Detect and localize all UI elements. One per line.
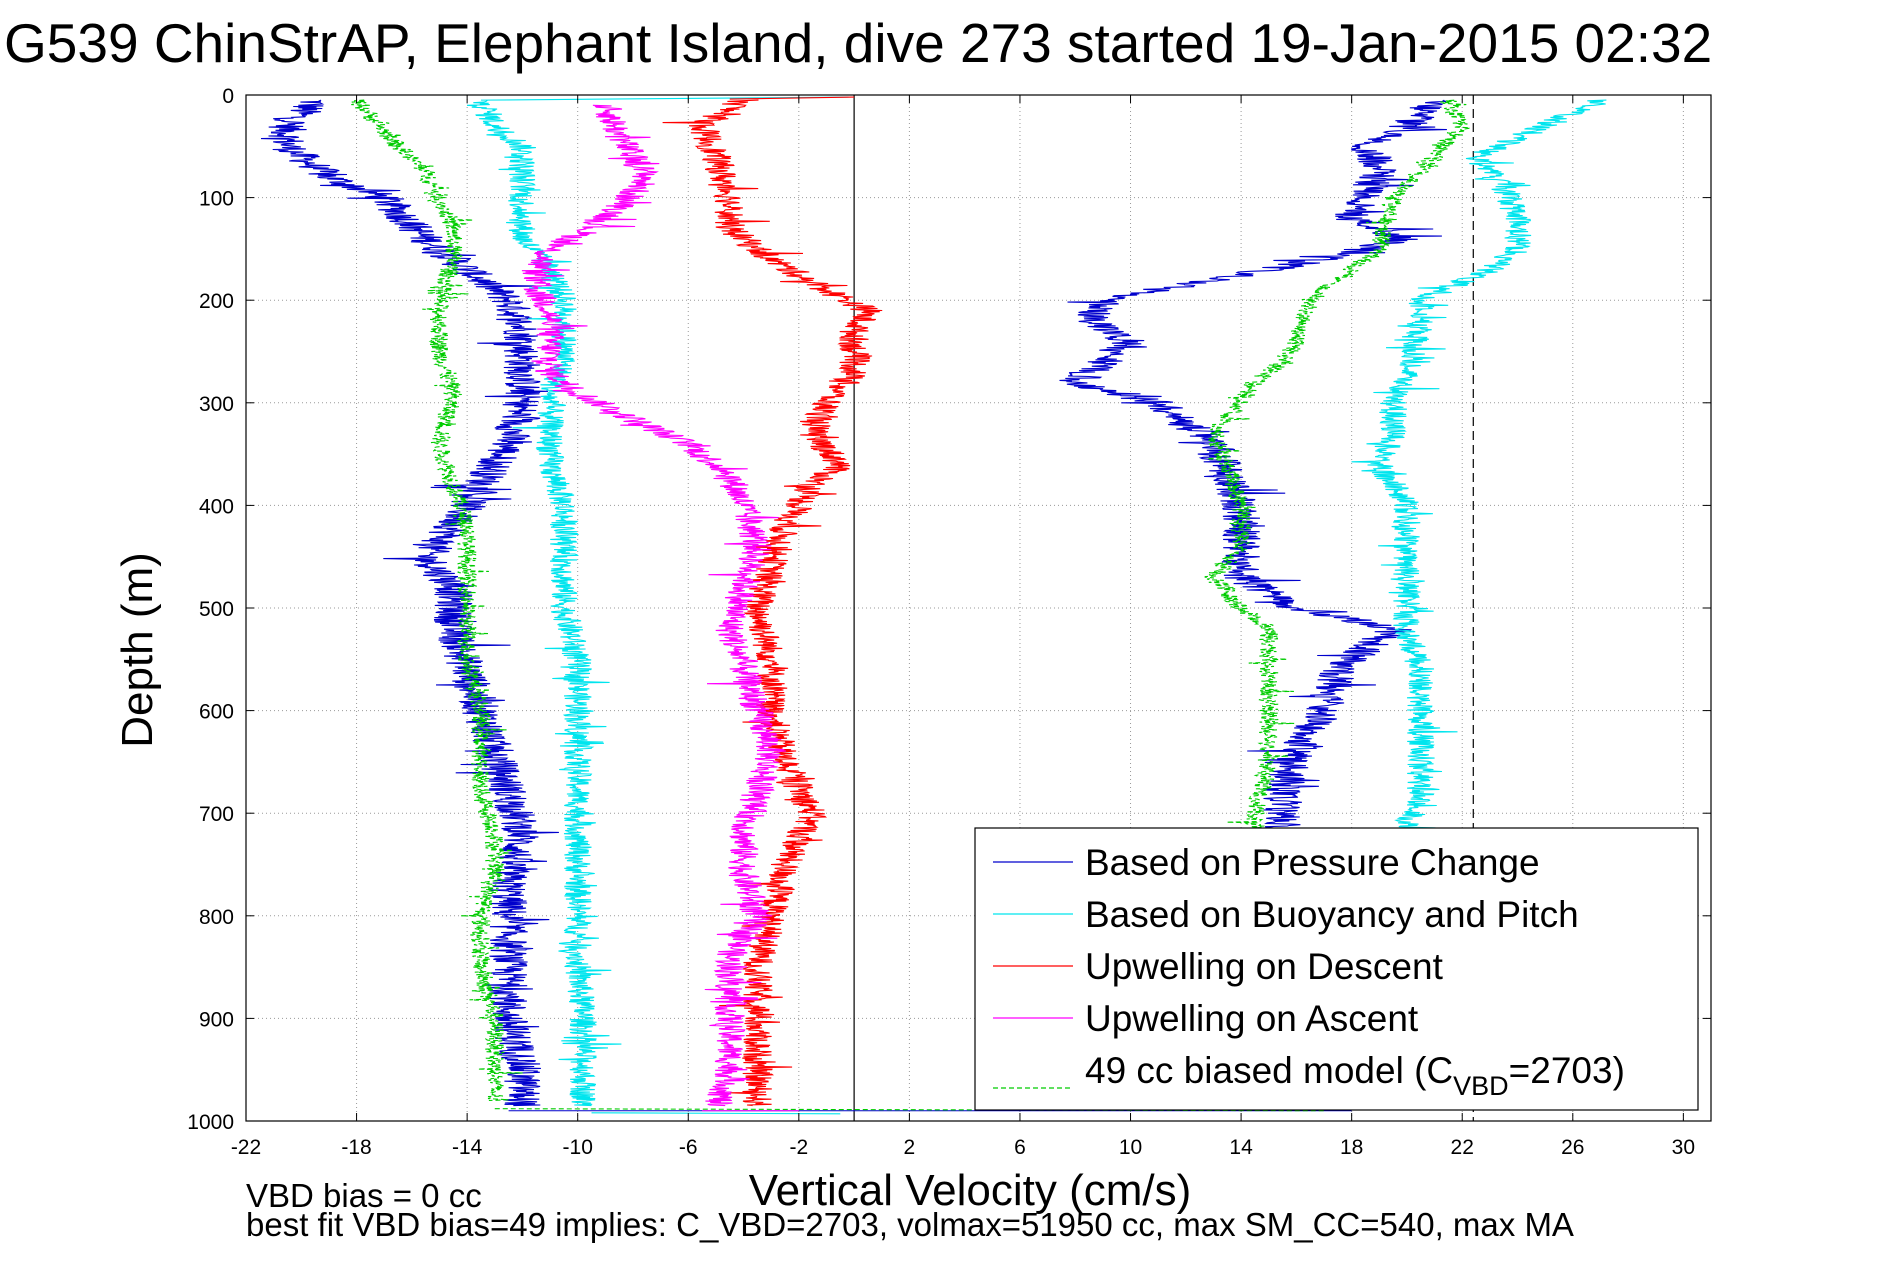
y-tick-label: 200: [199, 290, 234, 313]
x-tick-label: 26: [1561, 1136, 1584, 1159]
y-tick-label: 300: [199, 393, 234, 416]
legend-entry: Based on Buoyancy and Pitch: [1085, 894, 1579, 935]
x-tick-label: 2: [904, 1136, 916, 1159]
x-tick-label: 6: [1014, 1136, 1026, 1159]
y-tick-label: 0: [222, 85, 234, 108]
y-tick-label: 1000: [187, 1111, 234, 1134]
y-tick-label: 600: [199, 701, 234, 724]
x-tick-label: -6: [679, 1136, 698, 1159]
series-1-descent: [466, 99, 622, 1107]
legend-entry: 49 cc biased model (CVBD=2703): [1085, 1050, 1625, 1101]
x-tick-label: 10: [1119, 1136, 1142, 1159]
series-3-descent: [521, 104, 787, 1107]
y-tick-label: 500: [199, 598, 234, 621]
y-tick-label: 900: [199, 1008, 234, 1031]
x-tick-label: 30: [1672, 1136, 1695, 1159]
y-tick-label: 700: [199, 803, 234, 826]
y-axis-label: Depth (m): [113, 552, 162, 748]
footer-best-fit: best fit VBD bias=49 implies: C_VBD=2703…: [246, 1206, 1574, 1243]
x-tick-label: -18: [341, 1136, 371, 1159]
x-tick-label: 14: [1229, 1136, 1253, 1159]
buoyancy-bottom-connector: [591, 1112, 841, 1115]
series-2-descent: [662, 99, 883, 1107]
legend-entry: Upwelling on Descent: [1085, 946, 1444, 987]
footer-vbd-bias: VBD bias = 0 cc: [246, 1177, 482, 1214]
chart-title: G539 ChinStrAP, Elephant Island, dive 27…: [4, 12, 1712, 74]
series-4-descent: [351, 99, 523, 1102]
legend: Based on Pressure Change Based on Buoyanc…: [974, 827, 1699, 1111]
x-tick-label: -10: [563, 1136, 593, 1159]
legend-entry: Based on Pressure Change: [1085, 842, 1540, 883]
legend-box: [974, 827, 1699, 1111]
x-tick-label: 22: [1451, 1136, 1474, 1159]
x-tick-label: -22: [231, 1136, 261, 1159]
y-tick-label: 100: [199, 188, 234, 211]
series-0-descent: [260, 99, 559, 1107]
x-tick-label: -2: [789, 1136, 808, 1159]
axes: [245, 94, 1712, 1122]
y-tick-label: 400: [199, 495, 234, 518]
y-tick-label: 800: [199, 906, 234, 929]
legend-entry: Upwelling on Ascent: [1085, 998, 1419, 1039]
x-tick-label: 18: [1340, 1136, 1363, 1159]
descent-surface-connector: [729, 96, 855, 100]
plot-frame: [245, 94, 1712, 1122]
x-axis-label: Vertical Velocity (cm/s): [749, 1166, 1192, 1215]
buoyancy-surface-connector: [480, 96, 849, 101]
tick-labels: -22 -18 -14 -10 -6 -2 2 6 10 14 18 22 26 300100200300…: [187, 85, 1695, 1159]
x-tick-label: -14: [452, 1136, 483, 1159]
